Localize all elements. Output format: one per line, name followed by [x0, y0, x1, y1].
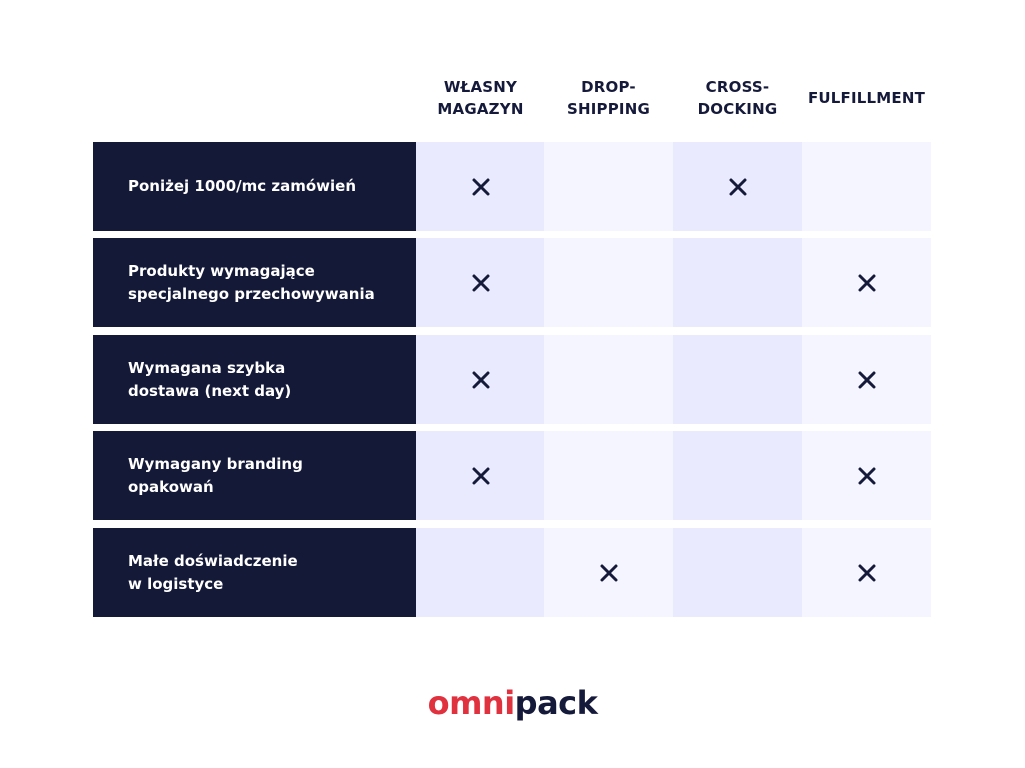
logo-part-pack: pack	[514, 684, 598, 722]
column-header-cross-docking: CROSS- DOCKING	[697, 78, 778, 118]
table-row: Wymagany branding opakowań	[93, 431, 931, 520]
x-mark-icon	[858, 274, 875, 291]
x-mark-icon	[472, 467, 489, 484]
table-cell	[544, 431, 673, 520]
table-cell	[416, 335, 545, 424]
table-cell	[802, 431, 931, 520]
x-mark-icon	[472, 274, 489, 291]
table-cell	[802, 142, 931, 231]
table-cell	[673, 335, 802, 424]
omnipack-logo: omnipack	[0, 684, 1025, 722]
x-mark-icon	[858, 564, 875, 581]
row-label: Wymagany branding opakowań	[93, 431, 416, 520]
table-cell	[416, 528, 545, 617]
table-row: Produkty wymagające specjalnego przechow…	[93, 238, 931, 327]
row-label: Małe doświadczenie w logistyce	[93, 528, 416, 617]
table-cell	[544, 142, 673, 231]
row-label: Wymagana szybka dostawa (next day)	[93, 335, 416, 424]
table-cell	[416, 431, 545, 520]
column-header-drop-shipping: DROP- SHIPPING	[567, 78, 650, 118]
row-label: Produkty wymagające specjalnego przechow…	[93, 238, 416, 327]
x-mark-icon	[729, 178, 746, 195]
table-cell	[673, 238, 802, 327]
table-cell	[673, 142, 802, 231]
x-mark-icon	[858, 467, 875, 484]
column-header-fulfillment: FULFILLMENT	[807, 89, 926, 107]
table-cell	[802, 528, 931, 617]
table-cell	[416, 238, 545, 327]
table-row: Małe doświadczenie w logistyce	[93, 528, 931, 617]
table-row: Wymagana szybka dostawa (next day)	[93, 335, 931, 424]
table-cell	[544, 528, 673, 617]
x-mark-icon	[472, 371, 489, 388]
table-cell	[544, 238, 673, 327]
table-cell	[802, 335, 931, 424]
row-label: Poniżej 1000/mc zamówień	[93, 142, 416, 231]
table-cell	[802, 238, 931, 327]
column-headers: WŁASNY MAGAZYN DROP- SHIPPING CROSS- DOC…	[0, 70, 1025, 126]
logo-part-omni: omni	[427, 684, 516, 722]
table-cell	[673, 431, 802, 520]
table-cell	[673, 528, 802, 617]
x-mark-icon	[858, 371, 875, 388]
column-header-wlasny-magazyn: WŁASNY MAGAZYN	[437, 78, 524, 118]
table-cell	[416, 142, 545, 231]
table-cell	[544, 335, 673, 424]
table-row: Poniżej 1000/mc zamówień	[93, 142, 931, 231]
x-mark-icon	[600, 564, 617, 581]
x-mark-icon	[472, 178, 489, 195]
